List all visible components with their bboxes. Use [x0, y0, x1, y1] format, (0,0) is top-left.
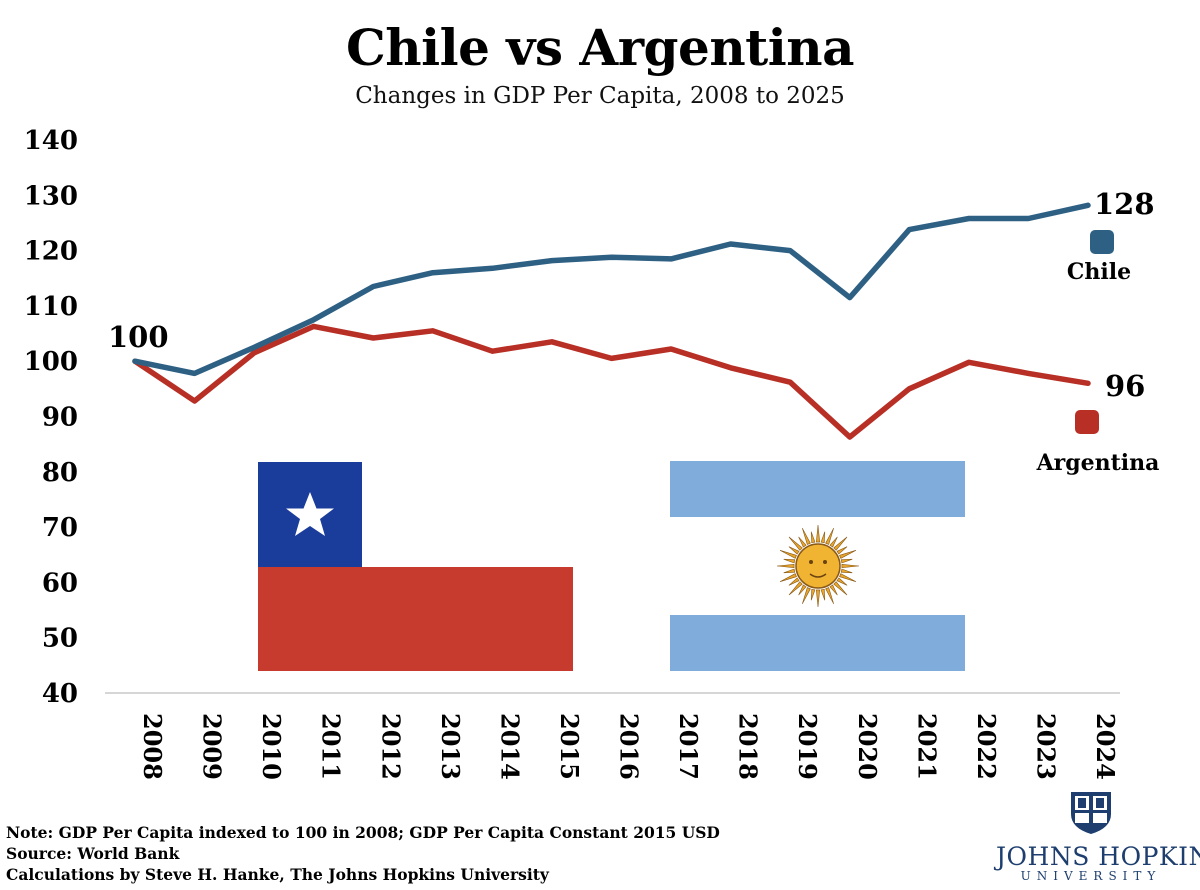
legend-chile-swatch	[1090, 230, 1114, 254]
argentina-end-label: 96	[1105, 369, 1145, 403]
y-tick-label: 100	[24, 347, 78, 377]
y-tick-label: 60	[42, 568, 78, 598]
jhu-shield-icon	[1071, 792, 1111, 834]
jhu-name: JOHNS HOPKINS	[996, 842, 1200, 871]
x-tick-label: 2009	[198, 713, 227, 780]
y-axis: 140 130 120 110 100 90 80 70 60 50 40	[24, 126, 78, 709]
x-tick-label: 2014	[495, 713, 524, 780]
series-line-chile	[132, 202, 1091, 377]
y-tick-label: 70	[42, 513, 78, 543]
y-tick-label: 120	[24, 237, 78, 267]
y-tick-label: 140	[24, 126, 78, 156]
y-tick-label: 130	[24, 181, 78, 211]
legend-chile-label: Chile	[1067, 259, 1131, 285]
start-value-label: 100	[108, 320, 169, 354]
x-tick-label: 2016	[615, 713, 644, 780]
x-axis: 2008 2009 2010 2011 2012 2013 2014 2015 2016 2017…	[138, 713, 1120, 780]
y-tick-label: 90	[42, 403, 78, 433]
x-tick-label: 2019	[793, 713, 822, 780]
chile-flag	[258, 462, 573, 671]
x-tick-label: 2018	[734, 713, 763, 780]
source-text: Source: World Bank	[6, 844, 180, 863]
note-text: Note: GDP Per Capita indexed to 100 in 2…	[6, 823, 720, 842]
x-tick-label: 2013	[436, 713, 465, 780]
legend-argentina-swatch	[1075, 410, 1099, 434]
calc-text: Calculations by Steve H. Hanke, The John…	[6, 865, 549, 884]
chile-end-label: 128	[1094, 187, 1155, 221]
x-tick-label: 2020	[853, 713, 882, 780]
footnotes: Note: GDP Per Capita indexed to 100 in 2…	[6, 822, 720, 885]
x-tick-label: 2024	[1091, 713, 1120, 780]
x-tick-label: 2017	[674, 713, 703, 780]
x-tick-label: 2023	[1031, 713, 1060, 780]
chart-title: Chile vs Argentina	[345, 18, 855, 77]
chart-subtitle: Changes in GDP Per Capita, 2008 to 2025	[355, 83, 845, 109]
x-tick-label: 2008	[138, 713, 167, 780]
series-line-argentina	[132, 323, 1091, 440]
x-tick-label: 2012	[376, 713, 405, 780]
y-tick-label: 110	[24, 292, 78, 322]
sun-of-may-icon	[776, 524, 860, 608]
jhu-logo: JOHNS HOPKINS UNIVERSITY	[996, 790, 1200, 883]
jhu-sub: UNIVERSITY	[1020, 869, 1162, 883]
x-tick-label: 2022	[972, 713, 1001, 780]
legend-argentina-label: Argentina	[1036, 450, 1160, 476]
y-tick-label: 40	[42, 679, 78, 709]
y-tick-label: 80	[42, 458, 78, 488]
x-tick-label: 2010	[257, 713, 286, 780]
y-tick-label: 50	[42, 624, 78, 654]
x-tick-label: 2011	[317, 713, 346, 780]
x-tick-label: 2015	[555, 713, 584, 780]
argentina-flag	[670, 461, 965, 671]
x-tick-label: 2021	[912, 713, 941, 780]
